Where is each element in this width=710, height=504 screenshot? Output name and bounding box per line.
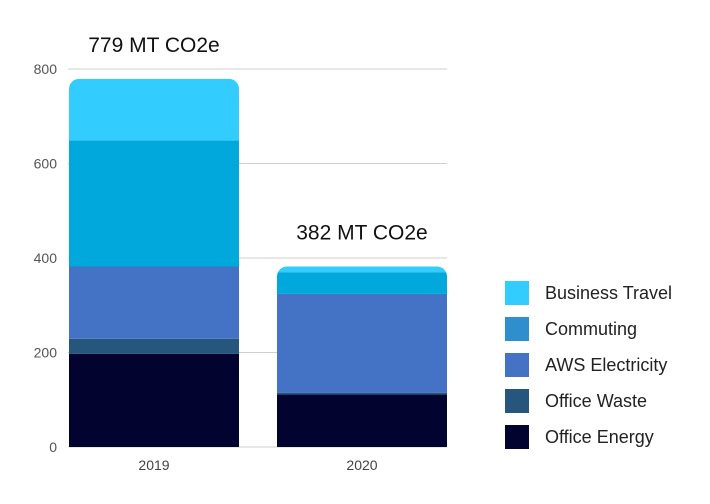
legend-swatch-business-travel [505, 281, 529, 305]
x-tick-label: 2020 [346, 457, 377, 473]
bars [69, 78, 447, 447]
legend-label-office-energy: Office Energy [545, 427, 654, 447]
legend-swatch-aws-electricity [505, 353, 529, 377]
bar-2020-office-waste [277, 392, 447, 395]
bar-2019-office-energy [69, 353, 239, 447]
legend-label-aws-electricity: AWS Electricity [545, 355, 667, 375]
total-label: 779 MT CO2e [88, 34, 220, 57]
bar-2020-business-travel [277, 266, 447, 273]
bar-2020-office-energy [277, 394, 447, 447]
total-label: 382 MT CO2e [296, 222, 428, 245]
legend: Business Travel Commuting AWS Electricity O… [505, 281, 672, 449]
bar-2019-commuting [69, 140, 239, 267]
bar-2020-commuting [277, 272, 447, 294]
bar-2019-business-travel [69, 78, 239, 141]
bar-2020-aws-electricity [277, 293, 447, 393]
legend-label-commuting: Commuting [545, 319, 637, 339]
y-tick-label: 400 [34, 250, 58, 266]
bar-2019-office-waste [69, 338, 239, 354]
x-tick-label: 2019 [138, 457, 169, 473]
legend-swatch-office-energy [505, 425, 529, 449]
legend-swatch-commuting [505, 317, 529, 341]
y-tick-label: 200 [34, 345, 58, 361]
legend-label-office-waste: Office Waste [545, 391, 647, 411]
y-tick-label: 0 [49, 439, 57, 455]
legend-swatch-office-waste [505, 389, 529, 413]
bar-2019-aws-electricity [69, 266, 239, 339]
labels: 0 200 400 600 800 2019 779 MT CO2e 2020 382 MT C… [34, 34, 428, 473]
legend-label-business-travel: Business Travel [545, 283, 672, 303]
y-tick-label: 800 [34, 61, 58, 77]
y-tick-label: 600 [34, 156, 58, 172]
